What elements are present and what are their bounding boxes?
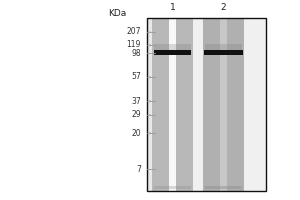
Bar <box>148 169 152 170</box>
Bar <box>148 132 152 134</box>
Text: 37: 37 <box>131 97 141 106</box>
Bar <box>205 186 242 189</box>
Bar <box>203 18 244 191</box>
Text: KDa: KDa <box>108 9 126 19</box>
Bar <box>169 18 176 191</box>
Bar <box>147 18 266 191</box>
Bar <box>147 18 266 191</box>
Text: 2: 2 <box>221 3 226 12</box>
Text: 98: 98 <box>131 49 141 58</box>
Text: 1: 1 <box>169 3 175 12</box>
Bar <box>154 44 191 50</box>
Bar <box>148 44 152 46</box>
Bar <box>148 100 152 102</box>
Text: 20: 20 <box>131 129 141 138</box>
Text: 57: 57 <box>131 72 141 81</box>
Bar <box>148 114 152 116</box>
Text: 207: 207 <box>127 27 141 36</box>
Bar <box>147 18 152 191</box>
Bar <box>154 50 191 55</box>
Bar <box>220 18 227 191</box>
Bar <box>148 76 152 78</box>
Text: 7: 7 <box>136 165 141 174</box>
Text: 29: 29 <box>131 110 141 119</box>
Bar <box>152 18 193 191</box>
Bar <box>148 53 152 54</box>
Text: 119: 119 <box>127 40 141 49</box>
Bar <box>154 186 191 189</box>
Bar <box>148 31 152 33</box>
Bar <box>205 50 242 55</box>
Bar <box>205 44 242 50</box>
